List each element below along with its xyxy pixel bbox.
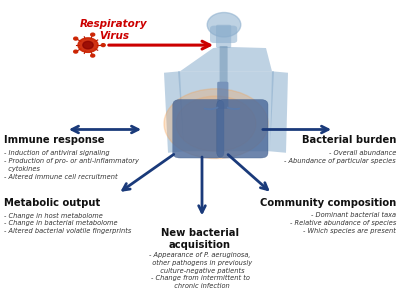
Circle shape: [207, 13, 241, 37]
FancyBboxPatch shape: [173, 100, 224, 158]
Text: Bacterial burden: Bacterial burden: [302, 135, 396, 145]
Circle shape: [83, 41, 93, 49]
Polygon shape: [270, 71, 288, 153]
FancyArrowPatch shape: [228, 107, 239, 109]
Text: - Induction of antiviral signaling
- Production of pro- or anti-inflammatory
  c: - Induction of antiviral signaling - Pro…: [4, 150, 139, 180]
Text: - Change in host metabolome
- Change in bacterial metabolome
- Altered bacterial: - Change in host metabolome - Change in …: [4, 212, 131, 234]
FancyBboxPatch shape: [216, 25, 231, 48]
FancyBboxPatch shape: [210, 26, 237, 43]
Text: New bacterial
acquisition: New bacterial acquisition: [161, 228, 239, 250]
FancyBboxPatch shape: [220, 46, 228, 82]
Text: Community composition: Community composition: [260, 198, 396, 208]
Circle shape: [91, 54, 95, 57]
Text: Metabolic output: Metabolic output: [4, 198, 100, 208]
Circle shape: [78, 38, 98, 52]
Polygon shape: [180, 47, 272, 71]
Polygon shape: [178, 71, 274, 151]
Text: Respiratory
Virus: Respiratory Virus: [80, 19, 148, 40]
Circle shape: [74, 37, 78, 40]
Circle shape: [101, 44, 105, 47]
FancyBboxPatch shape: [217, 82, 228, 109]
Circle shape: [74, 50, 78, 53]
Text: - Overall abundance
- Abundance of particular species: - Overall abundance - Abundance of parti…: [284, 150, 396, 164]
Text: Immune response: Immune response: [4, 135, 104, 145]
FancyBboxPatch shape: [217, 100, 268, 158]
Text: - Dominant bacterial taxa
- Relative abundance of species
- Which species are pr: - Dominant bacterial taxa - Relative abu…: [290, 212, 396, 234]
Ellipse shape: [164, 89, 268, 159]
Ellipse shape: [176, 96, 256, 151]
Text: - Appearance of P. aeruginosa,
  other pathogens in previously
  culture-negativ: - Appearance of P. aeruginosa, other pat…: [148, 252, 252, 289]
Polygon shape: [164, 71, 184, 153]
Circle shape: [91, 33, 95, 36]
FancyArrowPatch shape: [205, 107, 218, 109]
